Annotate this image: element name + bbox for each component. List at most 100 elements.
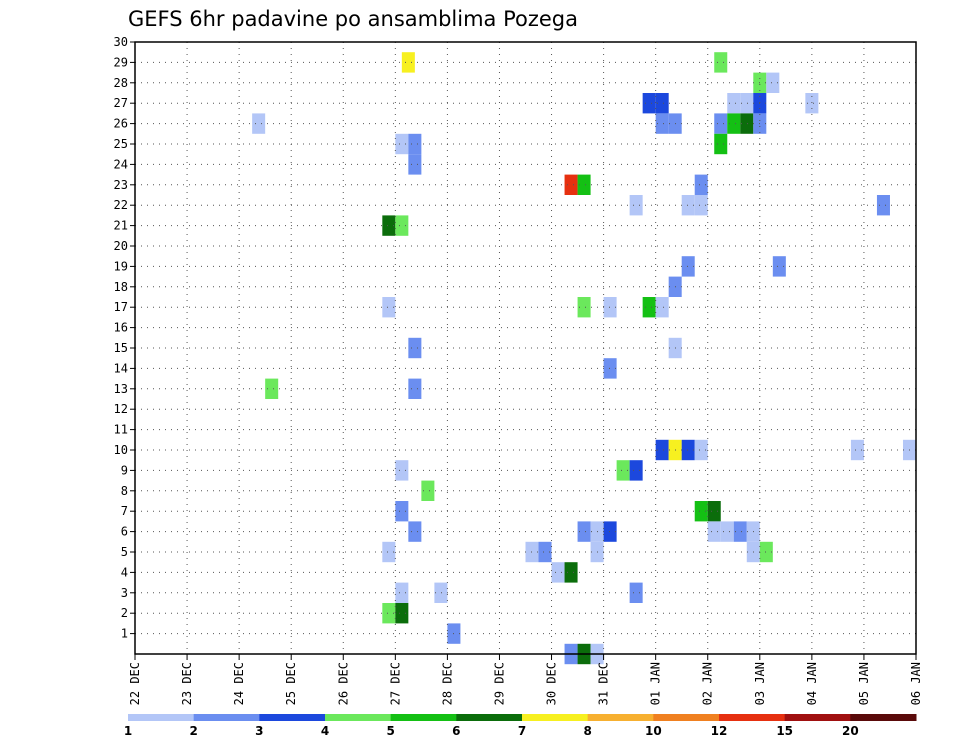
heatmap-cell bbox=[603, 297, 617, 318]
heatmap-cell bbox=[525, 541, 539, 563]
x-tick-label: 05 JAN bbox=[857, 662, 871, 705]
colorbar-label: 10 bbox=[645, 724, 662, 738]
y-tick-label: 29 bbox=[114, 55, 128, 69]
x-tick-label: 24 DEC bbox=[232, 662, 246, 705]
colorbar-swatch bbox=[653, 714, 720, 721]
heatmap-cell bbox=[642, 297, 656, 318]
heatmap-cell bbox=[694, 501, 708, 522]
heatmap-cell bbox=[382, 603, 396, 624]
x-tick-label: 06 JAN bbox=[909, 662, 923, 705]
x-tick-label: 03 JAN bbox=[753, 662, 767, 705]
colorbar-swatch bbox=[784, 714, 851, 721]
chart-title: GEFS 6hr padavine po ansamblima Pozega bbox=[128, 7, 578, 31]
heatmap-cell bbox=[694, 439, 708, 461]
heatmap-cell bbox=[408, 521, 422, 542]
y-tick-label: 19 bbox=[114, 259, 128, 273]
heatmap-cell bbox=[434, 582, 448, 603]
y-tick-label: 6 bbox=[121, 525, 128, 539]
x-tick-label: 23 DEC bbox=[180, 662, 194, 705]
y-tick-label: 10 bbox=[114, 443, 128, 457]
colorbar-swatch bbox=[390, 714, 457, 721]
heatmap-cell bbox=[714, 133, 728, 155]
x-tick-label: 01 JAN bbox=[649, 662, 663, 705]
y-tick-label: 3 bbox=[121, 586, 128, 600]
y-tick-label: 16 bbox=[114, 321, 128, 335]
y-tick-label: 11 bbox=[114, 423, 128, 437]
colorbar: 1 2 3 4 5 6 7 8 10 12 15 20 bbox=[124, 714, 917, 738]
heatmap-cell bbox=[655, 93, 669, 114]
y-tick-label: 30 bbox=[114, 35, 128, 49]
heatmap-cell bbox=[577, 297, 591, 318]
colorbar-swatch bbox=[850, 714, 917, 721]
y-tick-label: 24 bbox=[114, 157, 128, 171]
heatmap-cell bbox=[408, 378, 422, 399]
colorbar-label: 2 bbox=[189, 724, 197, 738]
heatmap-cell bbox=[408, 133, 422, 155]
heatmap-cell bbox=[265, 378, 279, 399]
heatmap-cell bbox=[577, 521, 591, 542]
heatmap-cell bbox=[766, 72, 780, 93]
y-tick-label: 27 bbox=[114, 96, 128, 110]
y-tick-label: 17 bbox=[114, 300, 128, 314]
heatmap-cell bbox=[805, 93, 819, 114]
heatmap-cell bbox=[395, 582, 409, 603]
colorbar-label: 4 bbox=[321, 724, 329, 738]
colorbar-label: 7 bbox=[518, 724, 526, 738]
heatmap-cell bbox=[720, 521, 734, 542]
y-tick-label: 21 bbox=[114, 219, 128, 233]
x-axis: 22 DEC 23 DEC 24 DEC 25 DEC 26 DEC 27 DEC 28 D… bbox=[128, 654, 923, 705]
y-tick-label: 14 bbox=[114, 361, 128, 375]
x-tick-label: 26 DEC bbox=[336, 662, 350, 705]
heatmap-cell bbox=[408, 154, 422, 175]
heatmap-cell bbox=[714, 52, 728, 73]
heatmap-cell bbox=[395, 460, 409, 481]
y-tick-label: 26 bbox=[114, 117, 128, 131]
heatmap-cell bbox=[759, 541, 773, 563]
y-tick-label: 4 bbox=[121, 565, 128, 579]
heatmap-cell bbox=[252, 113, 266, 134]
heatmap-cell bbox=[655, 297, 669, 318]
y-tick-label: 25 bbox=[114, 137, 128, 151]
colorbar-label: 20 bbox=[842, 724, 859, 738]
colorbar-label: 3 bbox=[255, 724, 263, 738]
heatmap-cell bbox=[382, 215, 396, 236]
colorbar-swatch bbox=[193, 714, 260, 721]
heatmap-cell bbox=[629, 582, 643, 603]
heatmap-cell bbox=[727, 93, 741, 114]
heatmap-cell bbox=[421, 480, 435, 501]
y-tick-label: 23 bbox=[114, 178, 128, 192]
y-tick-label: 9 bbox=[121, 463, 128, 477]
heatmap-cell bbox=[655, 439, 669, 461]
heatmap-cell bbox=[551, 562, 565, 583]
x-tick-label: 28 DEC bbox=[440, 662, 454, 705]
y-tick-label: 20 bbox=[114, 239, 128, 253]
colorbar-swatch bbox=[259, 714, 326, 721]
heatmap-cell bbox=[564, 174, 578, 195]
y-tick-label: 8 bbox=[121, 484, 128, 498]
heatmap-cell bbox=[681, 195, 695, 216]
heatmap-cell bbox=[714, 113, 728, 134]
colorbar-label: 12 bbox=[711, 724, 728, 738]
x-tick-label: 27 DEC bbox=[388, 662, 402, 705]
y-tick-label: 28 bbox=[114, 76, 128, 90]
heatmap-cell bbox=[564, 562, 578, 583]
heatmap-cell bbox=[876, 195, 890, 216]
colorbar-swatch bbox=[128, 714, 195, 721]
heatmap-cell bbox=[408, 337, 422, 359]
heatmap-cell bbox=[395, 603, 409, 624]
heatmap-cell bbox=[382, 541, 396, 563]
y-tick-label: 13 bbox=[114, 382, 128, 396]
heatmap-cell bbox=[707, 521, 721, 542]
y-tick-label: 22 bbox=[114, 198, 128, 212]
heatmap-cells bbox=[252, 52, 916, 665]
heatmap-cell bbox=[707, 501, 721, 522]
x-tick-label: 04 JAN bbox=[805, 662, 819, 705]
heatmap-cell bbox=[577, 174, 591, 195]
x-tick-label: 31 DEC bbox=[597, 662, 611, 705]
heatmap-cell bbox=[629, 195, 643, 216]
y-axis: 1234567891011121314151617181920212223242… bbox=[114, 35, 135, 641]
colorbar-label: 15 bbox=[776, 724, 793, 738]
heatmap-cell bbox=[681, 439, 695, 461]
heatmap-cell bbox=[681, 256, 695, 277]
